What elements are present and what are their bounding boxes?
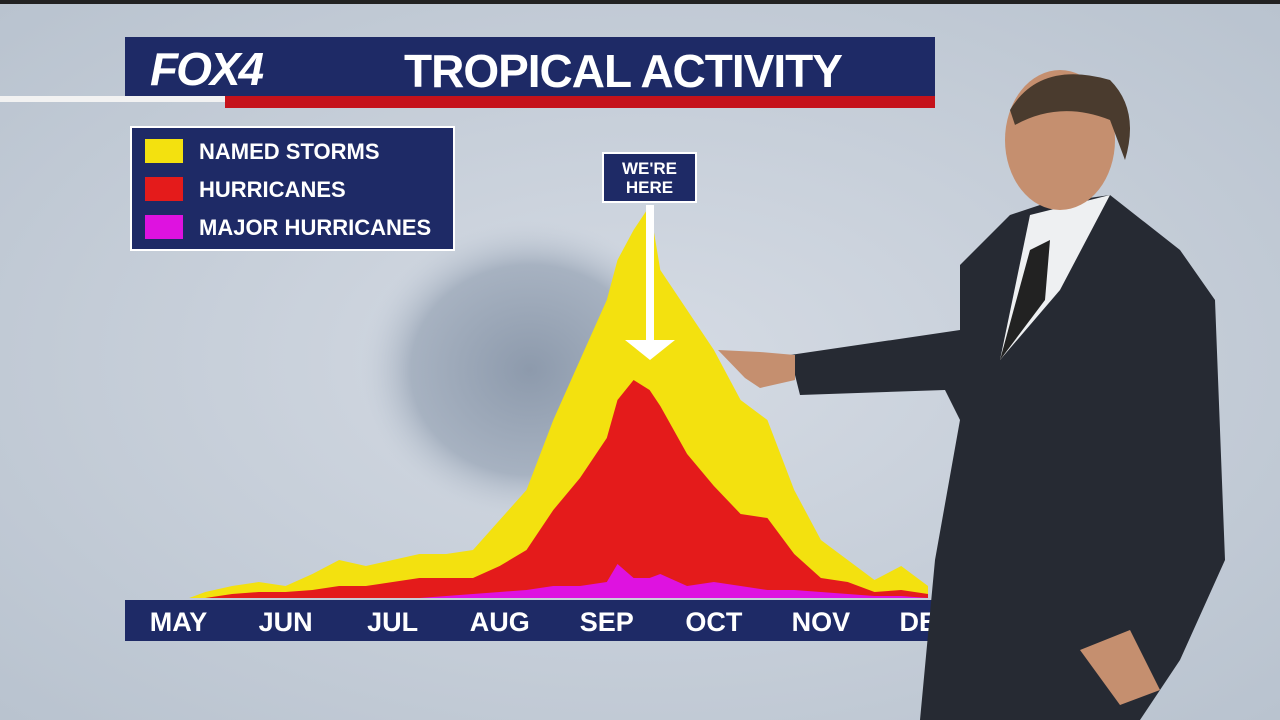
x-tick-label: AUG — [470, 607, 530, 637]
area — [189, 380, 928, 598]
x-tick-label: MAY — [150, 607, 208, 637]
chart-title: TROPICAL ACTIVITY — [404, 45, 843, 97]
x-tick-label: JUN — [259, 607, 313, 637]
legend-label: MAJOR HURRICANES — [199, 215, 431, 240]
logo: FOX4 — [150, 43, 264, 95]
legend-swatch — [145, 177, 183, 201]
area — [189, 206, 928, 598]
annotation: WE'RE HERE — [602, 152, 697, 203]
x-tick-label: SEP — [580, 607, 634, 637]
area — [189, 564, 928, 598]
x-tick-label: NOV — [792, 607, 851, 637]
x-tick-label: JUL — [367, 607, 418, 637]
x-tick-label: OCT — [685, 607, 743, 637]
legend-label: NAMED STORMS — [199, 139, 380, 164]
legend-swatch — [145, 139, 183, 163]
legend-swatch — [145, 215, 183, 239]
legend-label: HURRICANES — [199, 177, 346, 202]
